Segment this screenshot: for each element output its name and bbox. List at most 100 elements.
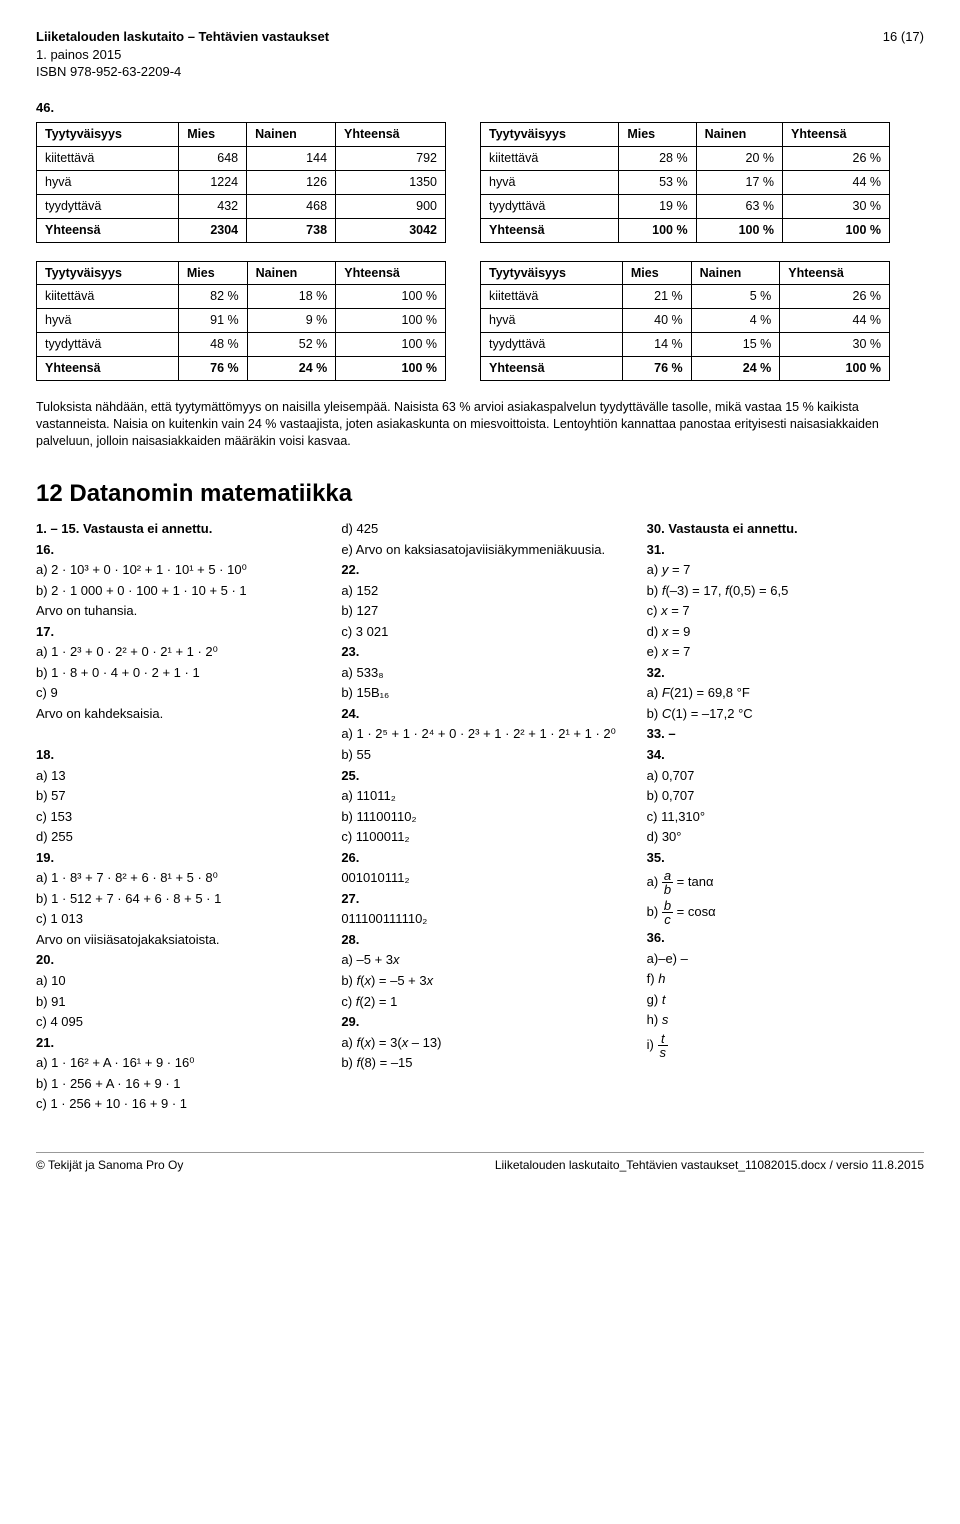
frac-d: b xyxy=(662,883,673,896)
line: c) 153 xyxy=(36,808,313,826)
cell: 100 % xyxy=(336,309,446,333)
line: 35. xyxy=(647,849,924,867)
line: 33. – xyxy=(647,725,924,743)
line: b) 11100110₂ xyxy=(341,808,618,826)
table-header-row: Tyytyväisyys Mies Nainen Yhteensä xyxy=(37,261,446,285)
line: a) 1 · 16² + A · 16¹ + 9 · 16⁰ xyxy=(36,1054,313,1072)
th: Yhteensä xyxy=(336,261,446,285)
th: Nainen xyxy=(691,261,780,285)
line: 20. xyxy=(36,951,313,969)
cell: 24 % xyxy=(247,357,336,381)
line: a) –5 + 3x xyxy=(341,951,618,969)
cell: hyvä xyxy=(37,170,179,194)
line: c) f(2) = 1 xyxy=(341,993,618,1011)
line: a) 10 xyxy=(36,972,313,990)
cell: 100 % xyxy=(336,285,446,309)
cell: Yhteensä xyxy=(37,357,179,381)
cell: kiitettävä xyxy=(37,147,179,171)
section-title: 12 Datanomin matematiikka xyxy=(36,478,924,510)
txt: a) xyxy=(647,874,662,889)
question-46: 46. xyxy=(36,99,924,117)
doc-title: Liiketalouden laskutaito – Tehtävien vas… xyxy=(36,28,329,46)
cell: 44 % xyxy=(783,170,890,194)
frac-n: b xyxy=(662,899,673,913)
line: c) 3 021 xyxy=(341,623,618,641)
table-2: Tyytyväisyys Mies Nainen Yhteensä kiitet… xyxy=(480,122,890,242)
txt: = cosα xyxy=(673,904,716,919)
cell: Yhteensä xyxy=(481,357,623,381)
cell: tyydyttävä xyxy=(481,194,619,218)
th: Nainen xyxy=(247,123,336,147)
line: b) 1 · 256 + A · 16 + 9 · 1 xyxy=(36,1075,313,1093)
page-header: Liiketalouden laskutaito – Tehtävien vas… xyxy=(36,28,924,81)
th: Tyytyväisyys xyxy=(37,123,179,147)
line: a) y = 7 xyxy=(647,561,924,579)
cell: 48 % xyxy=(178,333,247,357)
line: d) 30° xyxy=(647,828,924,846)
column-1: 1. – 15. Vastausta ei annettu. 16. a) 2 … xyxy=(36,520,313,1116)
th: Yhteensä xyxy=(336,123,446,147)
table-total-row: Yhteensä76 %24 %100 % xyxy=(37,357,446,381)
analysis-text: Tuloksista nähdään, että tyytymättömyys … xyxy=(36,399,924,450)
cell: tyydyttävä xyxy=(481,333,623,357)
table-row: kiitettävä82 %18 %100 % xyxy=(37,285,446,309)
line: 17. xyxy=(36,623,313,641)
cell: kiitettävä xyxy=(481,285,623,309)
page-number: 16 (17) xyxy=(883,28,924,81)
cell: 4 % xyxy=(691,309,780,333)
cell: 648 xyxy=(179,147,247,171)
line: b) 55 xyxy=(341,746,618,764)
line: f) h xyxy=(647,970,924,988)
cell: 100 % xyxy=(336,357,446,381)
line: 29. xyxy=(341,1013,618,1031)
line: Arvo on tuhansia. xyxy=(36,602,313,620)
cell: 30 % xyxy=(780,333,890,357)
frac-d: s xyxy=(658,1046,669,1059)
line: 18. xyxy=(36,746,313,764)
table-row: kiitettävä21 %5 %26 % xyxy=(481,285,890,309)
th: Mies xyxy=(178,261,247,285)
cell: 144 xyxy=(247,147,336,171)
line: c) 1 013 xyxy=(36,910,313,928)
cell: Yhteensä xyxy=(481,218,619,242)
cell: 100 % xyxy=(696,218,782,242)
answers-columns: 1. – 15. Vastausta ei annettu. 16. a) 2 … xyxy=(36,520,924,1116)
table-header-row: Tyytyväisyys Mies Nainen Yhteensä xyxy=(481,123,890,147)
line: a)–e) – xyxy=(647,950,924,968)
table-row: kiitettävä648144792 xyxy=(37,147,446,171)
cell: 3042 xyxy=(336,218,446,242)
frac-d: c xyxy=(662,913,673,926)
line: a) 1 · 2⁵ + 1 · 2⁴ + 0 · 2³ + 1 · 2² + 1… xyxy=(341,725,618,743)
cell: 100 % xyxy=(336,333,446,357)
cell: 76 % xyxy=(178,357,247,381)
table-4: Tyytyväisyys Mies Nainen Yhteensä kiitet… xyxy=(480,261,890,381)
table-total-row: Yhteensä23047383042 xyxy=(37,218,446,242)
table-total-row: Yhteensä100 %100 %100 % xyxy=(481,218,890,242)
line: b) 127 xyxy=(341,602,618,620)
cell: 432 xyxy=(179,194,247,218)
line: 1. – 15. Vastausta ei annettu. xyxy=(36,520,313,538)
cell: 5 % xyxy=(691,285,780,309)
cell: hyvä xyxy=(37,309,179,333)
cell: 28 % xyxy=(619,147,696,171)
cell: Yhteensä xyxy=(37,218,179,242)
cell: 100 % xyxy=(619,218,696,242)
table-header-row: Tyytyväisyys Mies Nainen Yhteensä xyxy=(481,261,890,285)
cell: 21 % xyxy=(622,285,691,309)
line: 21. xyxy=(36,1034,313,1052)
txt: i) xyxy=(647,1037,658,1052)
cell: 1350 xyxy=(336,170,446,194)
line: d) x = 9 xyxy=(647,623,924,641)
cell: 30 % xyxy=(783,194,890,218)
frac-n: a xyxy=(662,869,673,883)
table-3: Tyytyväisyys Mies Nainen Yhteensä kiitet… xyxy=(36,261,446,381)
table-1: Tyytyväisyys Mies Nainen Yhteensä kiitet… xyxy=(36,122,446,242)
table-pair-2: Tyytyväisyys Mies Nainen Yhteensä kiitet… xyxy=(36,261,924,381)
line: b) f(8) = –15 xyxy=(341,1054,618,1072)
txt: = tanα xyxy=(673,874,713,889)
cell: 26 % xyxy=(780,285,890,309)
line: a) 11011₂ xyxy=(341,787,618,805)
table-row: hyvä53 %17 %44 % xyxy=(481,170,890,194)
line: a) 152 xyxy=(341,582,618,600)
cell: 792 xyxy=(336,147,446,171)
